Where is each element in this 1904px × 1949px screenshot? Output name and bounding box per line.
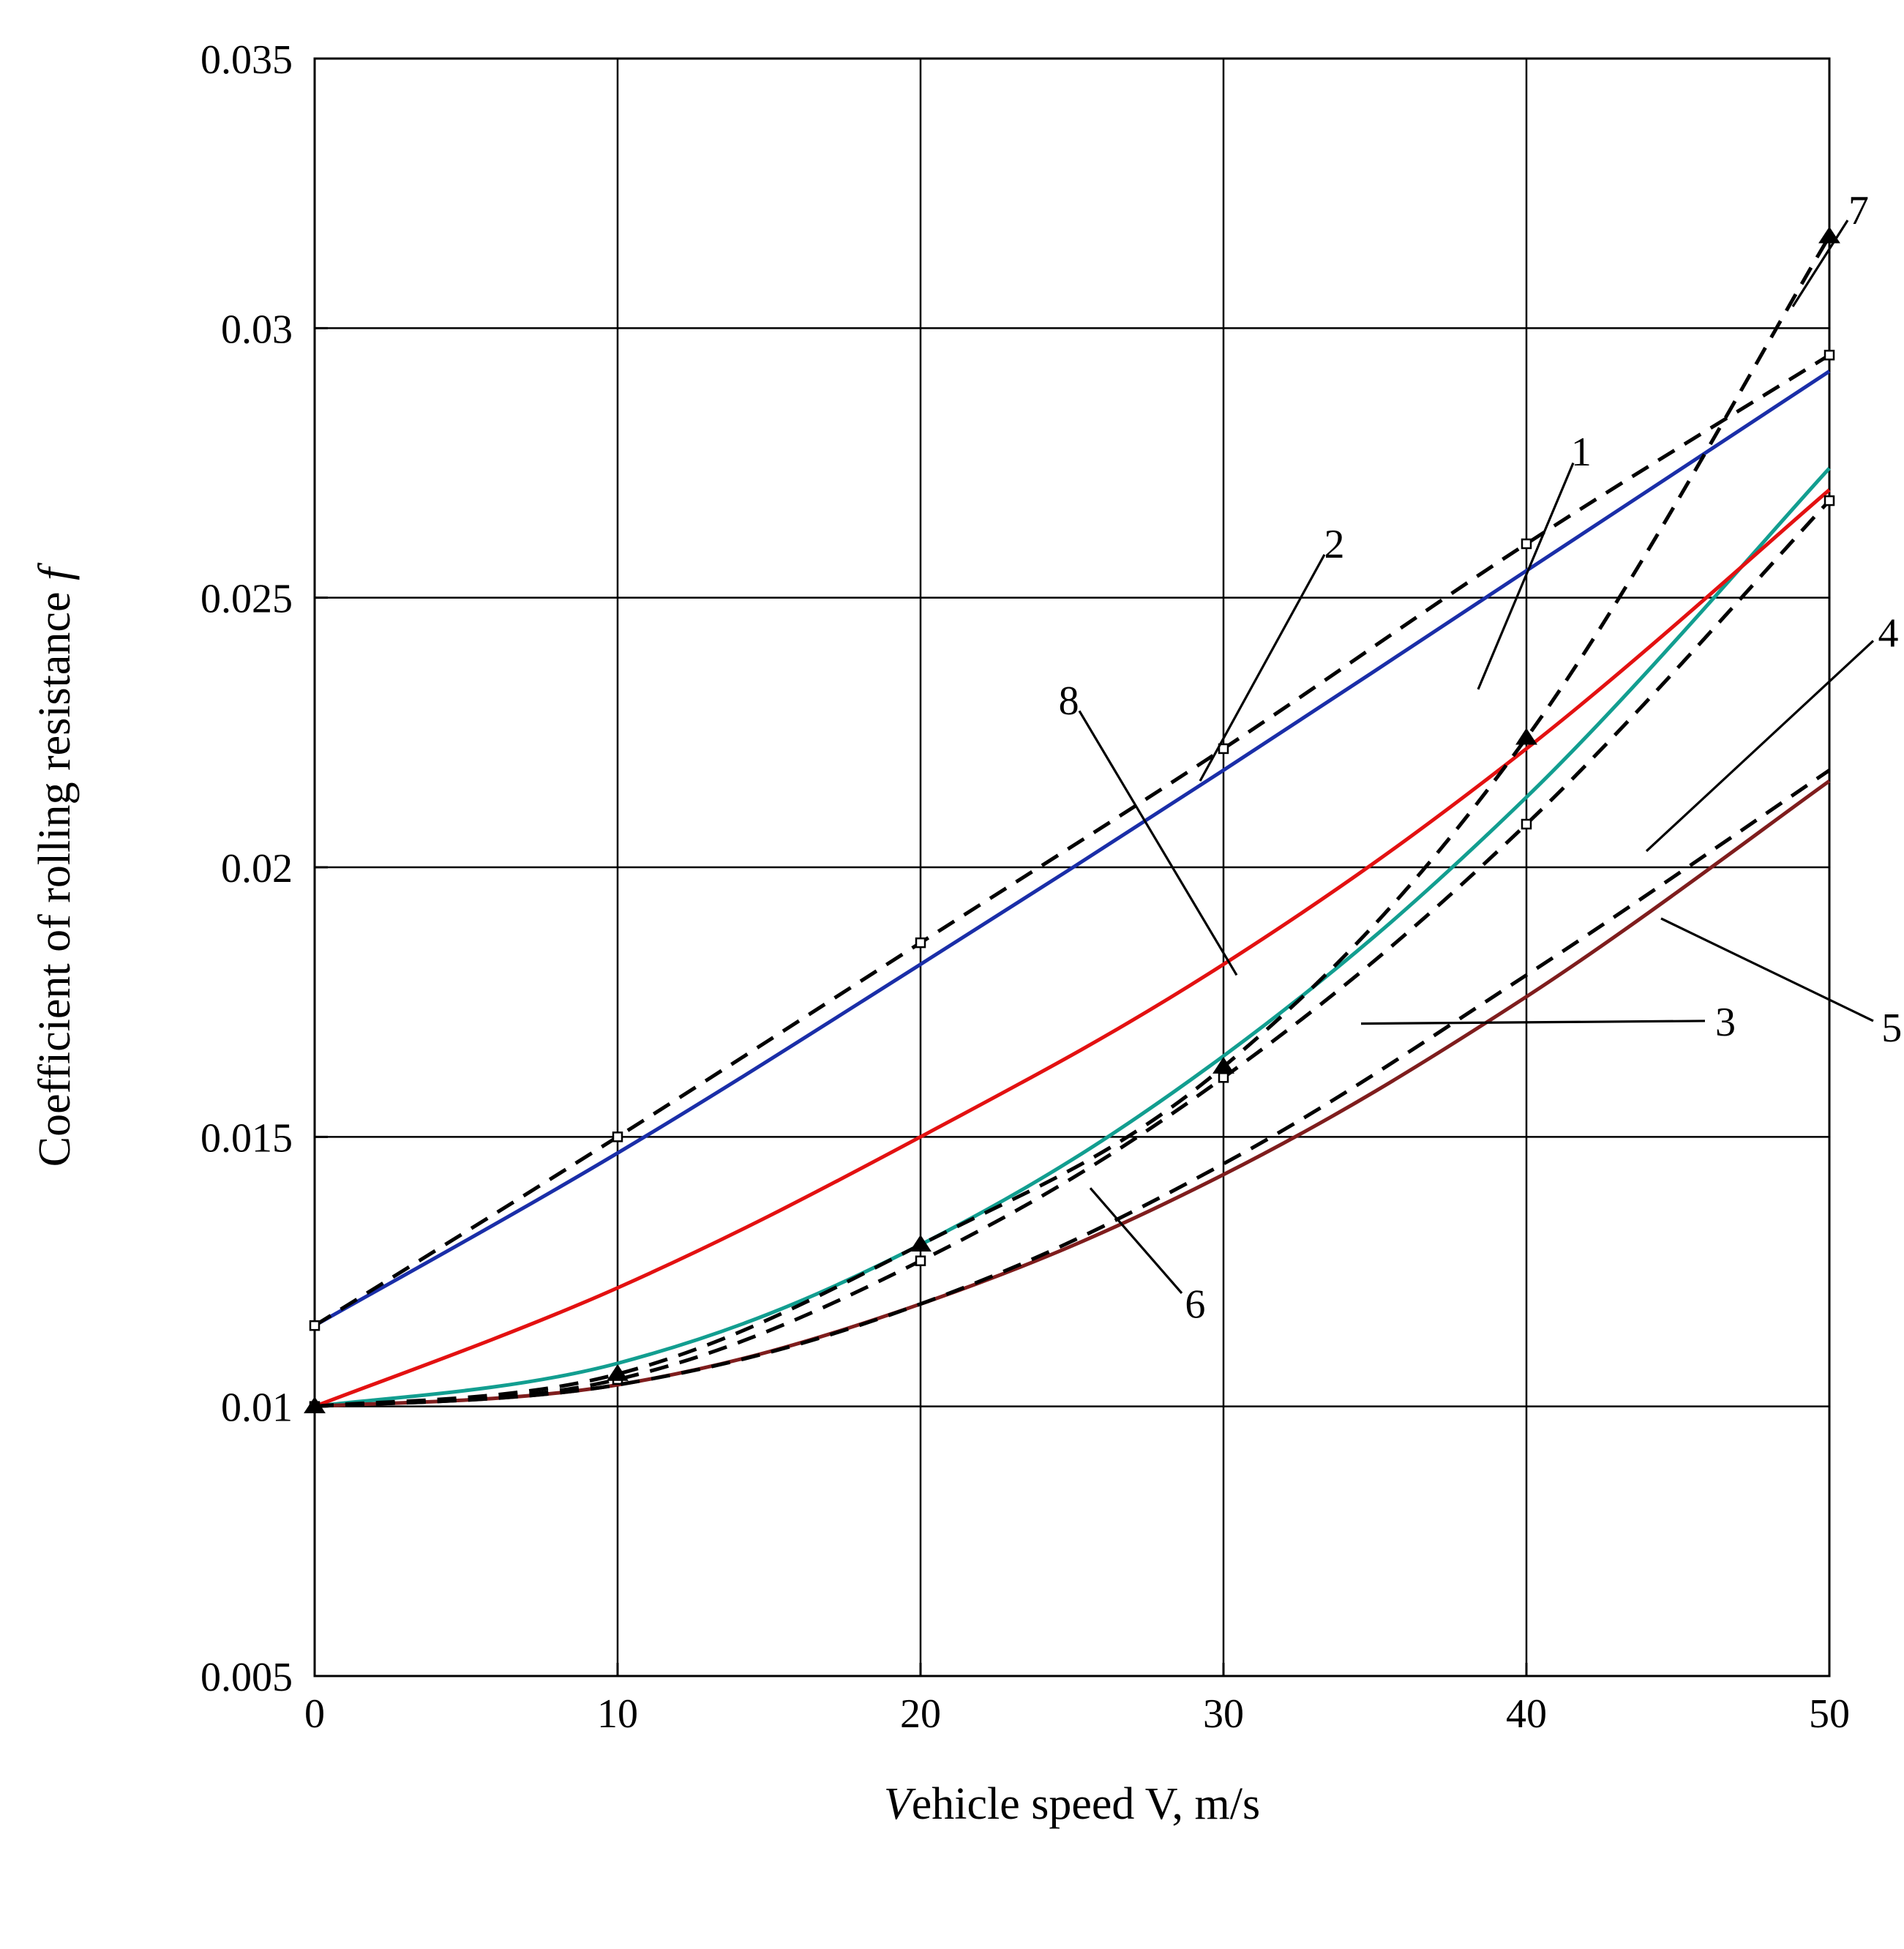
series-marker-s1 xyxy=(916,938,925,947)
series-marker-s1 xyxy=(613,1132,622,1141)
x-tick-label: 50 xyxy=(1809,1691,1850,1737)
y-tick-label: 0.03 xyxy=(221,307,293,352)
callout-label-2: 2 xyxy=(1324,522,1344,567)
series-marker-s3 xyxy=(1522,820,1531,828)
x-tick-label: 40 xyxy=(1506,1691,1547,1737)
series-marker-s3 xyxy=(1825,496,1834,505)
y-tick-label: 0.015 xyxy=(200,1115,293,1161)
series-marker-s1 xyxy=(310,1321,319,1330)
chart-svg: 0 10 20 30 40 50 0.005 0.01 0.015 0.02 0.025 0.03 0.… xyxy=(0,0,1904,1949)
callout-label-7: 7 xyxy=(1848,188,1869,233)
x-axis-title: Vehicle speed V, m/s xyxy=(884,1779,1260,1829)
series-marker-s1 xyxy=(1825,351,1834,359)
callout-label-6: 6 xyxy=(1185,1282,1205,1328)
series-marker-s1 xyxy=(1522,539,1531,548)
x-tick-label: 10 xyxy=(597,1691,638,1737)
x-tick-label: 0 xyxy=(304,1691,325,1737)
y-tick-label: 0.01 xyxy=(221,1385,293,1431)
x-tick-label: 30 xyxy=(1203,1691,1244,1737)
y-tick-label: 0.02 xyxy=(221,846,293,891)
y-axis-title: Coefficient of rolling resistance f xyxy=(30,562,80,1167)
series-marker-s3 xyxy=(916,1257,925,1265)
chart-container: 0 10 20 30 40 50 0.005 0.01 0.015 0.02 0.025 0.03 0.… xyxy=(0,0,1904,1949)
callout-label-3: 3 xyxy=(1715,1000,1736,1045)
y-tick-label: 0.005 xyxy=(200,1655,293,1700)
x-tick-label: 20 xyxy=(900,1691,941,1737)
callout-label-1: 1 xyxy=(1571,430,1592,475)
callout-label-4: 4 xyxy=(1878,610,1899,656)
callout-label-5: 5 xyxy=(1881,1006,1902,1051)
y-tick-label: 0.025 xyxy=(200,577,293,622)
callout-label-8: 8 xyxy=(1059,678,1079,724)
y-tick-label: 0.035 xyxy=(200,37,293,83)
series-marker-s3 xyxy=(1219,1073,1228,1082)
